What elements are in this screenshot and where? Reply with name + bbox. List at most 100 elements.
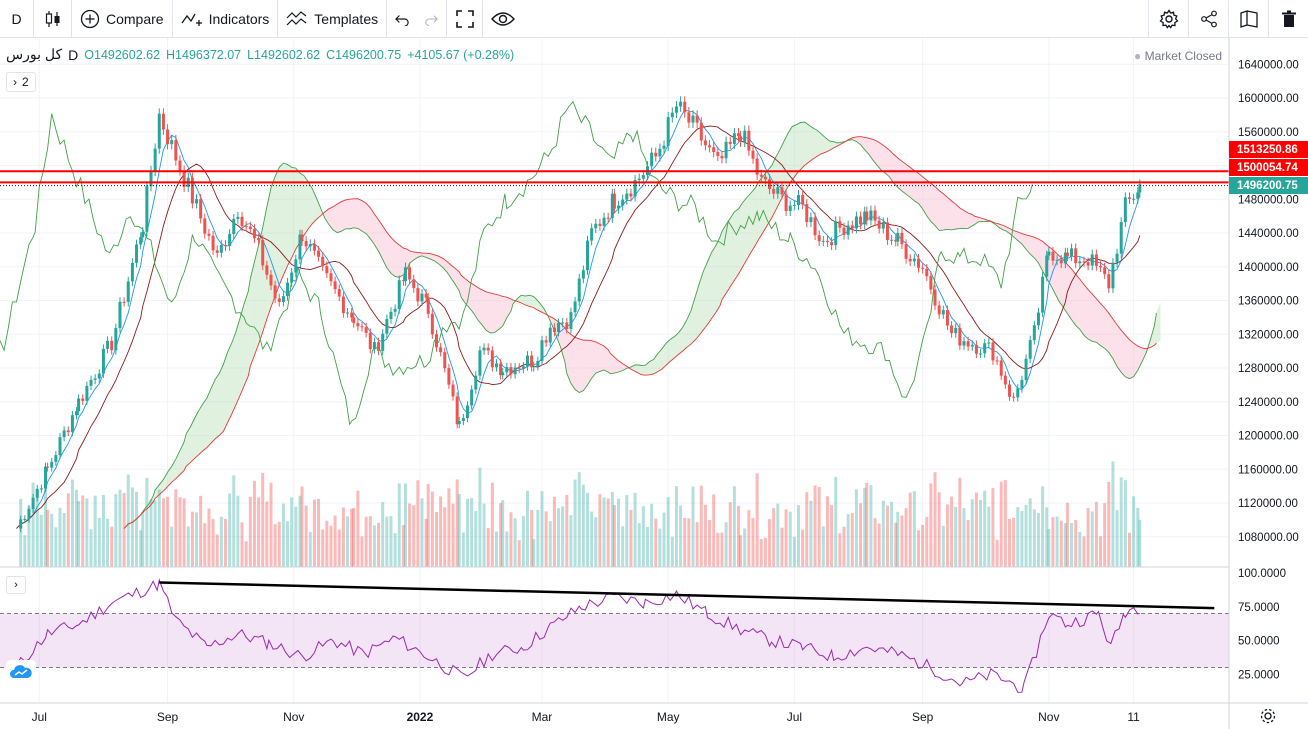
symbol-name[interactable]: کل بورس: [6, 46, 63, 62]
chart-canvas[interactable]: 1640000.001600000.001560000.001520000.00…: [0, 38, 1308, 729]
indicators-collapse-button[interactable]: › 2: [6, 72, 36, 92]
candle-body: [434, 334, 438, 348]
volume-bar: [544, 511, 548, 567]
interval-button[interactable]: D: [0, 0, 34, 38]
volume-bar: [286, 521, 290, 567]
candle-body: [743, 130, 747, 142]
volume-bar: [530, 509, 534, 567]
undo-button[interactable]: [387, 0, 417, 38]
cloud-segment-bearish: [390, 237, 396, 277]
cloud-segment-bearish: [1141, 347, 1147, 363]
volume-bar: [979, 499, 983, 567]
candle-body: [381, 333, 385, 351]
settings-button[interactable]: [1148, 0, 1188, 38]
cloud-segment-bullish: [211, 379, 216, 444]
candle-body: [470, 389, 474, 406]
volume-bar: [101, 495, 105, 567]
volume-bar: [854, 489, 858, 567]
candle-body: [594, 223, 598, 229]
volume-bar: [317, 498, 321, 567]
cloud-segment-bearish: [1063, 259, 1068, 314]
candle-body: [364, 327, 368, 333]
visibility-button[interactable]: [483, 0, 523, 38]
cloud-segment-bullish: [649, 359, 654, 375]
share-button[interactable]: [1188, 0, 1228, 38]
candle-body: [691, 115, 695, 123]
candle-body: [933, 289, 937, 306]
candle-body: [118, 301, 122, 329]
candle-body: [954, 327, 958, 334]
volume-bar: [269, 482, 273, 567]
cloud-segment-bullish: [155, 484, 160, 499]
volume-bar: [372, 525, 376, 567]
price-tick-label: 1280000.00: [1238, 363, 1299, 375]
cloud-segment-bullish: [800, 122, 805, 170]
volume-bar: [39, 514, 43, 567]
snapshot-button[interactable]: [1228, 0, 1268, 38]
candle-body: [170, 140, 174, 145]
volume-bar: [768, 519, 772, 567]
price-axis[interactable]: 1640000.001600000.001560000.001520000.00…: [1238, 59, 1299, 544]
redo-button[interactable]: [417, 0, 448, 38]
candle-body: [403, 267, 407, 282]
rsi-pane: [0, 578, 1229, 693]
cloud-segment-bearish: [881, 143, 886, 174]
cloud-segment-bearish: [868, 138, 873, 161]
legend-interval: D: [68, 46, 79, 63]
candle-body: [474, 375, 478, 390]
candle-body: [372, 342, 376, 350]
tradingview-logo[interactable]: [6, 660, 36, 684]
eye-icon: [491, 11, 516, 26]
candle-body: [573, 301, 577, 313]
volume-bar: [513, 518, 517, 567]
toolbar-right: [1148, 0, 1308, 38]
candle-body: [763, 176, 767, 180]
candle-body: [885, 222, 889, 241]
volume-bar: [457, 494, 461, 567]
time-tick-label: 2022: [407, 710, 434, 724]
volume-bar: [490, 482, 494, 567]
volume-bar: [987, 506, 991, 567]
volume-bar: [420, 498, 424, 567]
candle-body: [737, 133, 741, 137]
cloud-segment-bearish: [362, 200, 367, 234]
volume-bar: [509, 512, 513, 567]
volume-bar: [763, 537, 767, 567]
templates-button[interactable]: Templates: [278, 0, 388, 38]
volume-bar: [290, 497, 294, 567]
candle-body: [1103, 267, 1107, 275]
volume-bar: [645, 527, 649, 567]
volume-bar: [776, 503, 780, 567]
cloud-segment-bearish: [926, 180, 931, 222]
price-tag-box: [1229, 141, 1308, 158]
candle-body: [629, 193, 633, 197]
candle-body: [81, 398, 85, 401]
axis-settings-icon[interactable]: [1260, 708, 1276, 724]
delete-button[interactable]: [1268, 0, 1308, 38]
candle-body: [1090, 254, 1094, 266]
volume-bar: [809, 500, 813, 567]
volume-bar: [1115, 510, 1119, 567]
candle-body: [439, 347, 443, 353]
time-axis[interactable]: Jul Sep Nov 2022 Mar May Jul Sep Nov 11: [32, 710, 1141, 724]
chart-type-button[interactable]: [34, 0, 72, 38]
compare-button[interactable]: Compare: [72, 0, 173, 38]
rsi-axis[interactable]: 100.0000 75.0000 50.0000 25.0000: [1238, 568, 1286, 681]
market-status: ● Market Closed: [1134, 49, 1222, 63]
candle-body: [174, 140, 178, 161]
candle-body: [356, 323, 360, 327]
fullscreen-button[interactable]: [447, 0, 484, 38]
volume-bar: [219, 516, 223, 567]
cloud-segment-bullish: [539, 303, 545, 314]
rsi-legend-toggle[interactable]: ›: [6, 576, 26, 594]
cloud-segment-bullish: [223, 352, 228, 432]
candle-body: [1119, 222, 1123, 254]
candle-body: [211, 235, 215, 251]
cloud-segment-bullish: [792, 124, 797, 180]
volume-bar: [333, 515, 337, 567]
candle-body: [854, 216, 858, 229]
candle-body: [805, 204, 809, 223]
candle-body: [1063, 252, 1067, 264]
indicators-button[interactable]: Indicators: [173, 0, 279, 38]
top-toolbar: D Compare Indicators Templates: [0, 0, 1308, 38]
